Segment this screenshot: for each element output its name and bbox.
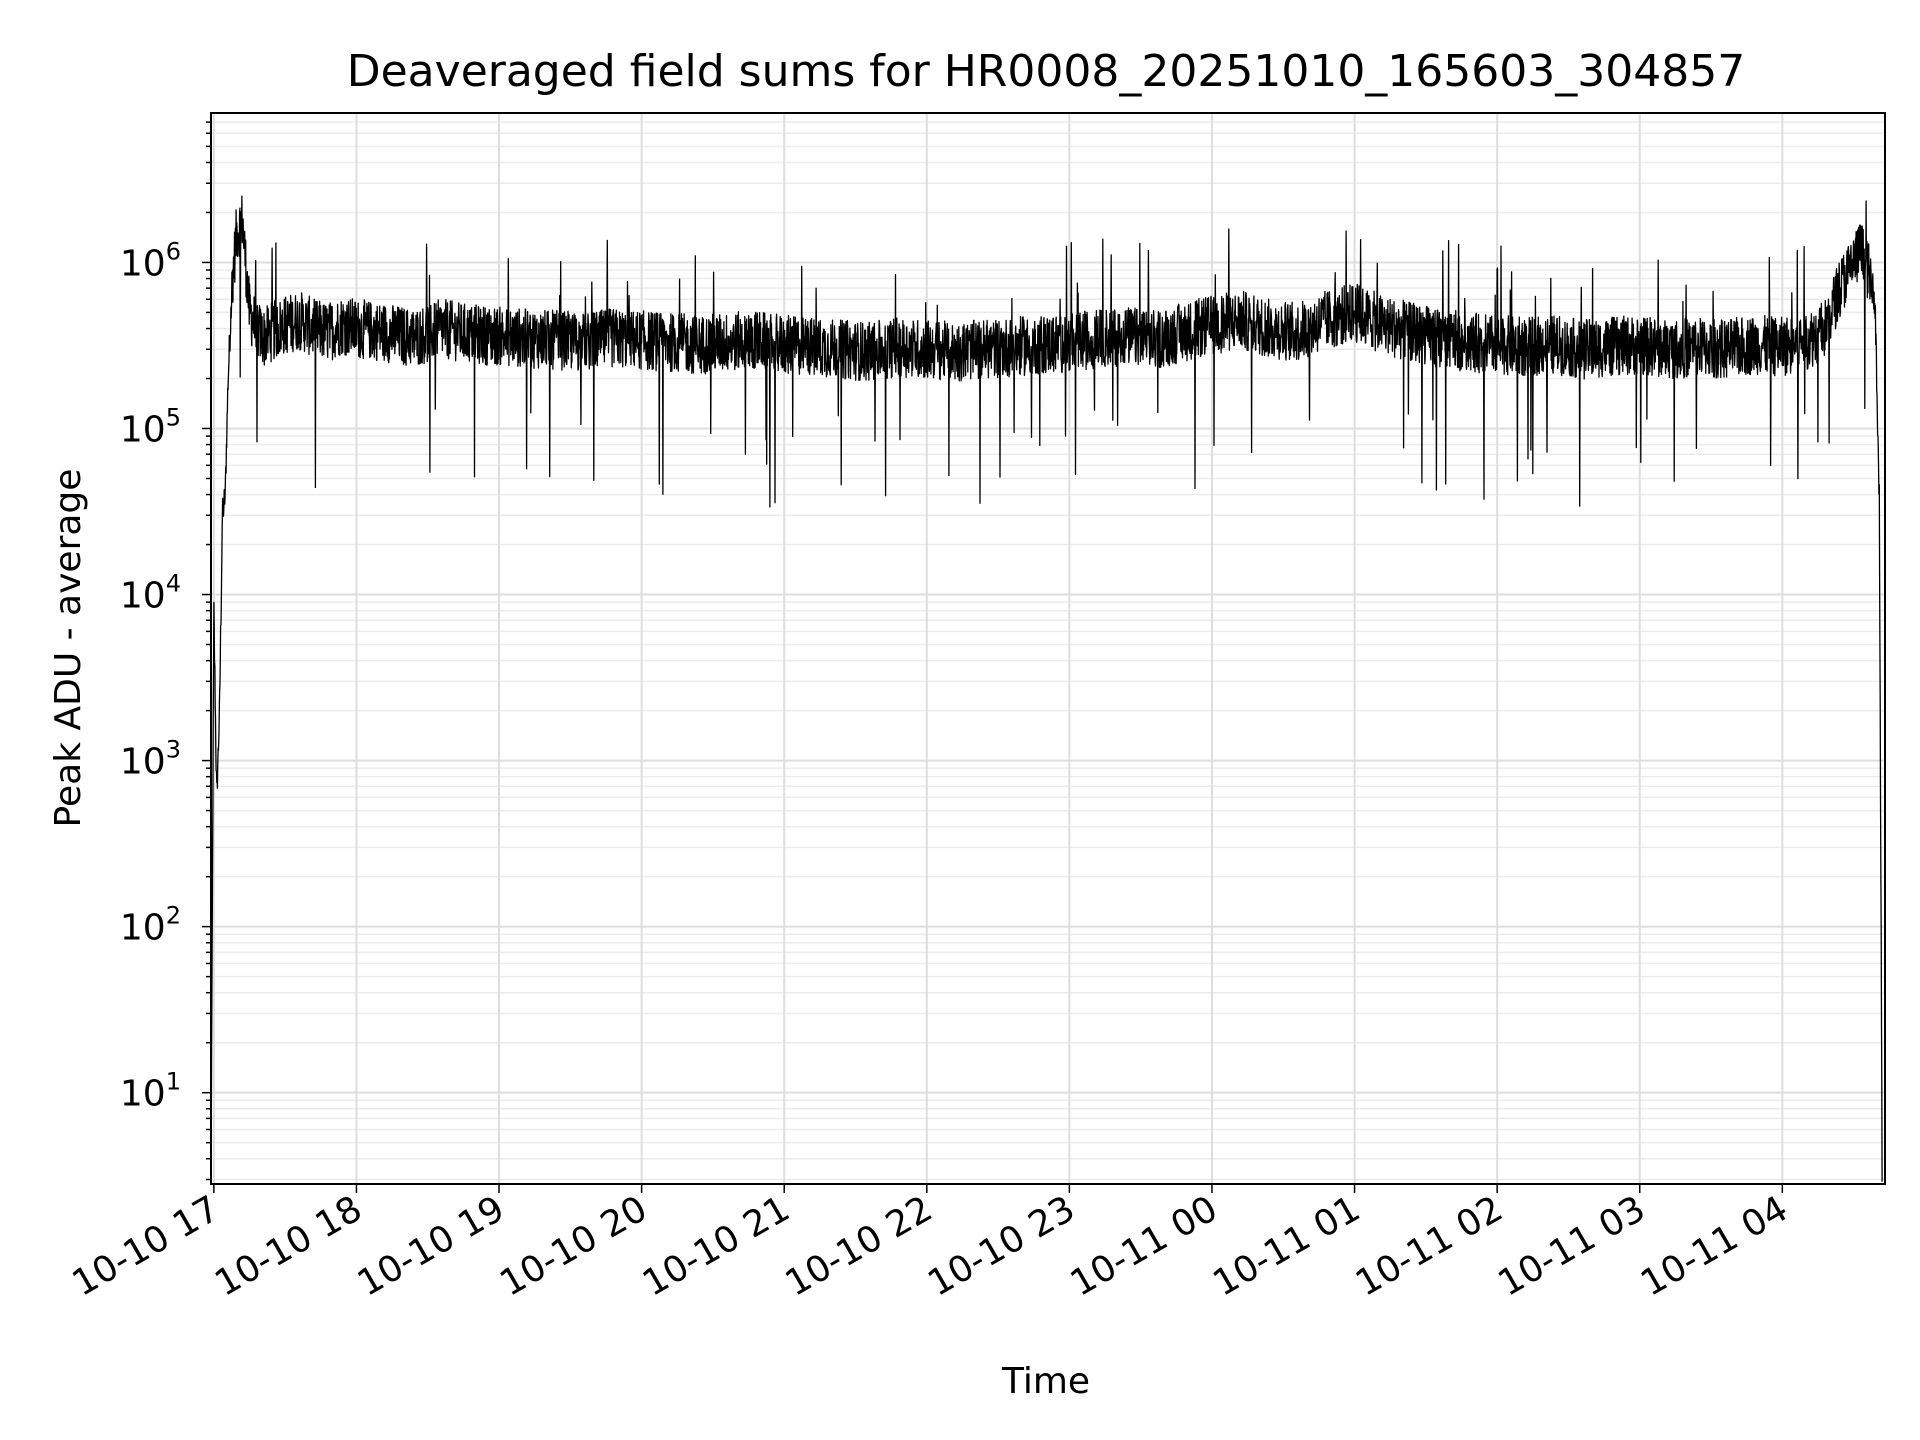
y-tick-label: 103 [120,736,181,783]
series-line [210,195,1883,1182]
chart-title: Deaveraged field sums for HR0008_2025101… [347,46,1746,97]
x-axis-label: Time [1001,1361,1090,1402]
series-layer [210,195,1883,1182]
y-tick-label: 106 [120,237,181,284]
y-tick-label: 101 [120,1068,181,1115]
y-tick-label: 105 [120,403,181,450]
y-tick-label: 104 [120,570,181,617]
y-axis-label: Peak ADU - average [48,469,89,828]
plot-frame [210,112,1886,1185]
grid [211,113,1885,1184]
y-tick-label: 102 [120,902,181,949]
